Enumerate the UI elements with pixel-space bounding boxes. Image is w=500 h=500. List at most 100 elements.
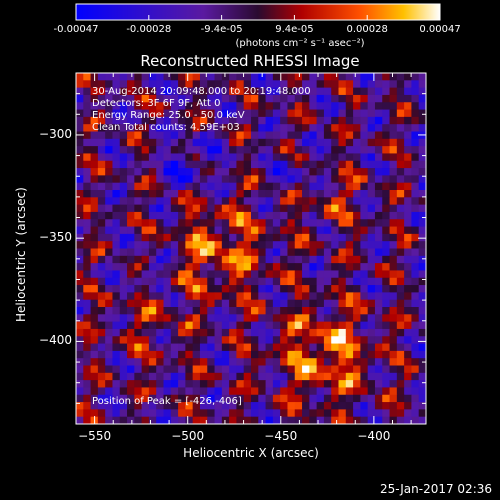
heatmap-cell [396, 358, 405, 366]
heatmap-cell [287, 219, 296, 228]
heatmap-cell [76, 87, 84, 96]
heatmap-cell [163, 328, 172, 337]
heatmap-cell [214, 241, 223, 249]
heatmap-cell [90, 241, 99, 249]
heatmap-cell [236, 350, 245, 359]
heatmap-cell [367, 263, 376, 271]
heatmap-cell [323, 314, 332, 323]
heatmap-cell [141, 307, 150, 315]
heatmap-cell [331, 160, 339, 169]
heatmap-cell [367, 402, 376, 410]
heatmap-cell [302, 299, 310, 308]
heatmap-cell [221, 73, 230, 81]
heatmap-cell [214, 219, 223, 228]
heatmap-cell [272, 87, 281, 96]
heatmap-cell [309, 409, 318, 418]
heatmap-cell [90, 102, 99, 111]
heatmap-cell [112, 204, 121, 213]
heatmap-cell [360, 94, 369, 103]
heatmap-cell [134, 270, 143, 279]
heatmap-cell [331, 204, 339, 213]
heatmap-cell [287, 277, 296, 286]
heatmap-cell [396, 343, 405, 352]
heatmap-cell [265, 328, 274, 337]
heatmap-cell [396, 233, 405, 242]
heatmap-cell [331, 343, 339, 352]
heatmap-cell [229, 394, 237, 403]
heatmap-cell [192, 80, 201, 89]
heatmap-cell [294, 248, 303, 257]
heatmap-cell [360, 131, 369, 140]
heatmap-cell [382, 124, 391, 132]
heatmap-cell [90, 146, 99, 154]
heatmap-cell [418, 219, 426, 228]
heatmap-cell [331, 131, 339, 140]
heatmap-cell [389, 314, 398, 323]
heatmap-cell [280, 358, 288, 366]
heatmap-cell [90, 182, 99, 191]
heatmap-cell [127, 175, 135, 184]
heatmap-cell [199, 387, 208, 396]
heatmap-cell [163, 248, 172, 257]
heatmap-cell [76, 124, 84, 132]
heatmap-cell [316, 292, 325, 301]
heatmap-cell [243, 94, 252, 103]
heatmap-cell [236, 116, 245, 125]
heatmap-cell [178, 255, 186, 264]
heatmap-cell [83, 307, 92, 315]
heatmap-cell [214, 80, 223, 89]
heatmap-cell [287, 387, 296, 396]
heatmap-cell [251, 387, 259, 396]
heatmap-cell [141, 409, 150, 418]
heatmap-cell [185, 124, 194, 132]
heatmap-cell [338, 94, 347, 103]
heatmap-cell [141, 263, 150, 271]
heatmap-cell [97, 350, 106, 359]
heatmap-cell [229, 94, 237, 103]
heatmap-cell [418, 109, 426, 118]
heatmap-cell [338, 416, 347, 424]
heatmap-cell [316, 211, 325, 220]
heatmap-cell [396, 153, 405, 162]
heatmap-cell [199, 277, 208, 286]
heatmap-cell [323, 292, 332, 301]
heatmap-cell [280, 160, 288, 169]
heatmap-cell [192, 416, 201, 424]
heatmap-cell [185, 394, 194, 403]
heatmap-cell [156, 350, 164, 359]
heatmap-cell [141, 102, 150, 111]
heatmap-cell [396, 336, 405, 345]
heatmap-cell [265, 87, 274, 96]
heatmap-cell [294, 153, 303, 162]
heatmap-cell [170, 380, 179, 388]
heatmap-cell [389, 153, 398, 162]
heatmap-cell [229, 248, 237, 257]
heatmap-cell [323, 94, 332, 103]
heatmap-cell [265, 124, 274, 132]
heatmap-cell [367, 175, 376, 184]
heatmap-cell [294, 307, 303, 315]
heatmap-cell [127, 116, 135, 125]
heatmap-cell [316, 204, 325, 213]
heatmap-cell [243, 102, 252, 111]
heatmap-cell [178, 285, 186, 293]
heatmap-cell [178, 248, 186, 257]
heatmap-cell [302, 233, 310, 242]
heatmap-cell [258, 116, 267, 125]
heatmap-cell [404, 336, 412, 345]
heatmap-cell [134, 175, 143, 184]
heatmap-cell [331, 336, 339, 345]
heatmap-cell [148, 394, 157, 403]
heatmap-cell [345, 372, 354, 381]
heatmap-cell [192, 87, 201, 96]
heatmap-cell [97, 299, 106, 308]
heatmap-cell [112, 109, 121, 118]
heatmap-cell [251, 277, 259, 286]
heatmap-cell [185, 197, 194, 206]
heatmap-cell [280, 204, 288, 213]
heatmap-cell [156, 190, 164, 198]
heatmap-cell [178, 409, 186, 418]
heatmap-cell [360, 160, 369, 169]
heatmap-cell [309, 219, 318, 228]
heatmap-cell [411, 153, 420, 162]
